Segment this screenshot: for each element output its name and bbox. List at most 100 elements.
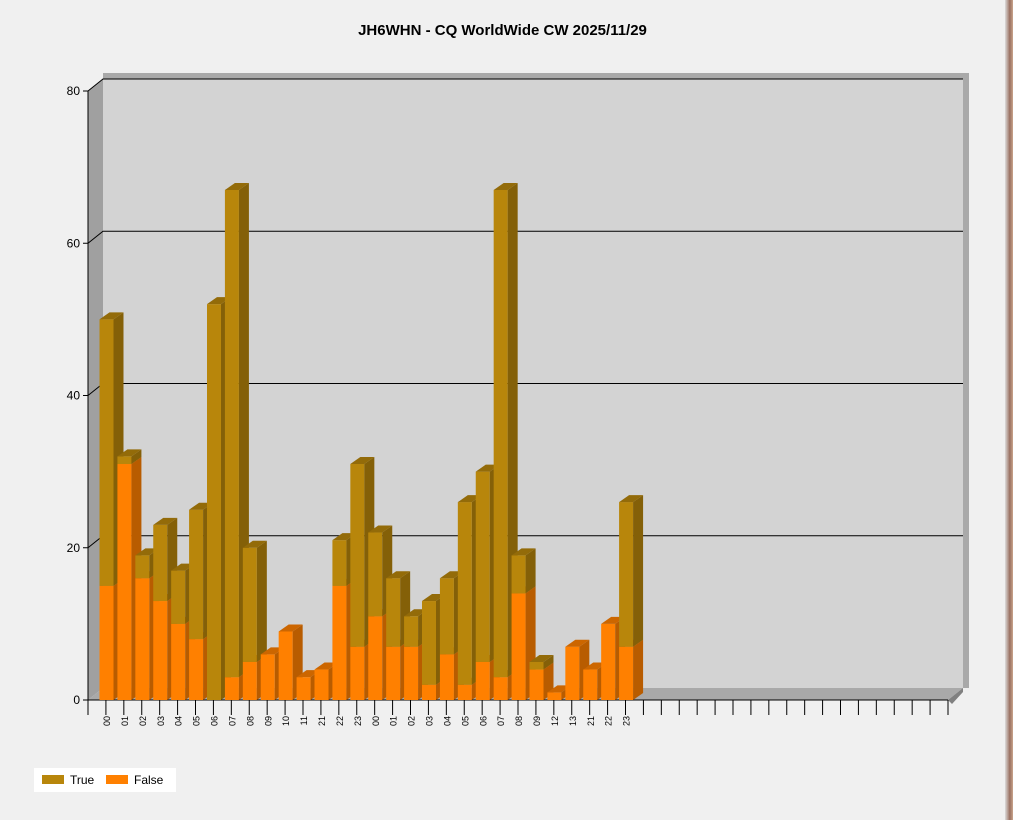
chart-gridlines [87, 78, 963, 549]
legend-label-true: True [70, 773, 95, 787]
bar-front [601, 623, 616, 700]
x-tick-label: 09 [532, 716, 542, 726]
bar-true [529, 654, 554, 670]
x-tick-label: 02 [407, 716, 417, 726]
bar-true [511, 548, 536, 594]
bar-front [368, 616, 383, 700]
x-tick-label: 23 [622, 716, 632, 726]
bar-top [350, 457, 375, 465]
y-tick-label: 40 [67, 389, 81, 403]
legend-label-false: False [134, 773, 164, 787]
x-axis-labels: 00 01 02 03 04 05 06 07 08 09 10 11 21 22 23 00 01 02 03 04… [102, 716, 632, 726]
x-tick-label: 04 [174, 716, 184, 726]
x-tick-label: 22 [335, 716, 345, 726]
bar-front [619, 502, 634, 647]
bar-side [633, 495, 644, 647]
bar-top [619, 495, 644, 503]
x-tick-label: 13 [568, 716, 578, 726]
x-tick-label: 21 [317, 716, 327, 726]
x-tick-label: 07 [496, 716, 506, 726]
bar-top [153, 517, 178, 525]
bar-front [171, 570, 186, 624]
bar-top [565, 639, 590, 647]
bar-front [422, 684, 436, 700]
floor-edge [948, 688, 963, 704]
bar-front [619, 646, 634, 700]
x-tick-label: 07 [227, 716, 237, 726]
x-tick-label: 08 [245, 716, 255, 726]
bar-front [386, 646, 401, 700]
x-tick-label: 01 [389, 716, 399, 726]
bar-front [368, 532, 383, 617]
bar-front [404, 616, 419, 647]
bar-true [242, 540, 267, 662]
bar-front [117, 464, 132, 700]
bar-front [350, 464, 365, 647]
bar-front [547, 692, 562, 700]
bar-top [117, 449, 142, 457]
bar-top [368, 525, 393, 533]
bar-true [493, 182, 518, 678]
bar-front [189, 509, 204, 640]
bar-front [386, 578, 401, 647]
bar-front [99, 319, 114, 586]
x-axis-ticks [87, 699, 949, 715]
bar-front [529, 669, 544, 700]
bar-front [260, 654, 275, 700]
bar-side [256, 540, 267, 662]
bar-front [135, 555, 150, 579]
x-tick-label: 00 [371, 716, 381, 726]
x-tick-label: 06 [210, 716, 220, 726]
bar-front [332, 540, 347, 586]
y-axis: 0 20 40 60 80 [67, 84, 89, 707]
gridline [87, 78, 963, 92]
bar-front [224, 677, 239, 700]
bar-front [475, 661, 490, 700]
x-tick-label: 22 [604, 716, 614, 726]
bar-front [350, 646, 365, 700]
bar-front [171, 623, 186, 700]
bar-front [439, 578, 454, 655]
bar-front [99, 585, 114, 700]
bar-front [135, 578, 150, 700]
bar-front [404, 646, 419, 700]
x-tick-label: 10 [281, 716, 291, 726]
bar-front [332, 585, 347, 700]
bar-front [153, 524, 168, 602]
bar-front [493, 189, 508, 678]
bar-front [565, 646, 580, 700]
legend-swatch-false [106, 775, 128, 784]
bar-top [278, 624, 303, 632]
bar-front [457, 502, 472, 685]
bar-front [314, 669, 329, 700]
x-tick-label: 09 [263, 716, 273, 726]
bar-true [619, 495, 644, 647]
bar-front [422, 601, 436, 685]
bar-front [278, 631, 293, 700]
bar-front [242, 661, 257, 700]
bar-side [131, 449, 142, 465]
y-tick-label: 80 [67, 84, 81, 98]
x-tick-label: 06 [478, 716, 488, 726]
y-tick-label: 60 [67, 236, 81, 250]
window-edge [1005, 0, 1013, 820]
bar-side [543, 654, 554, 670]
bar-top [99, 312, 124, 320]
bar-top [529, 654, 554, 662]
bar-top [386, 571, 411, 579]
x-tick-label: 01 [120, 716, 130, 726]
bar-front [457, 684, 472, 700]
x-tick-label: 11 [299, 716, 309, 725]
bar-front [153, 601, 168, 700]
chart-legend: True False [34, 768, 176, 792]
bar-front [493, 677, 508, 700]
bar-top [224, 182, 249, 190]
bar-true [153, 517, 178, 602]
gridline [87, 230, 963, 244]
x-tick-label: 00 [102, 716, 112, 726]
bar-top [242, 540, 267, 548]
bar-front [117, 456, 132, 465]
bar-front [475, 471, 490, 662]
bar-front [242, 547, 257, 662]
